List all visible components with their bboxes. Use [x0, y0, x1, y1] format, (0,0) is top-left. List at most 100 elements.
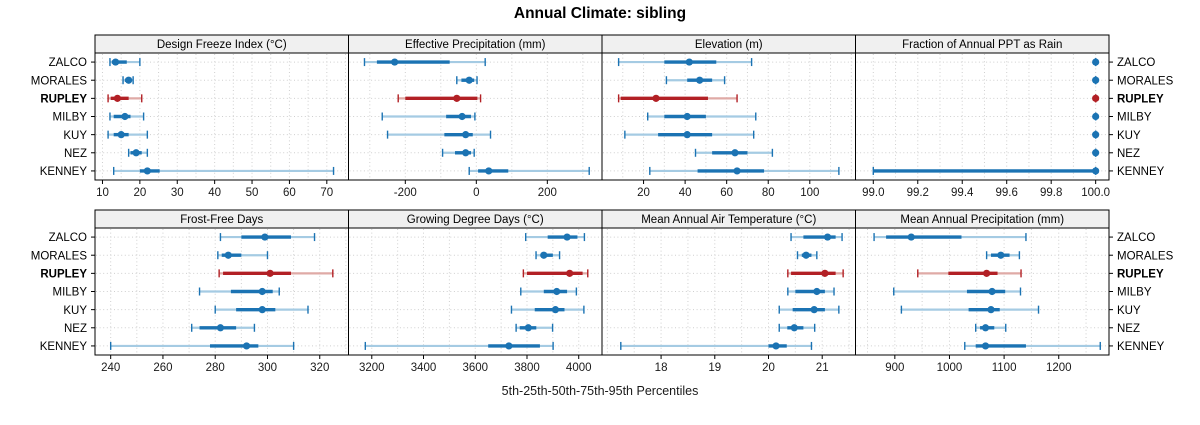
series-rupley — [218, 269, 334, 278]
median-dot — [1092, 112, 1100, 121]
median-dot — [733, 167, 741, 175]
x-tick-label: 99.0 — [862, 187, 884, 199]
chart-title: Annual Climate: sibling — [513, 5, 687, 22]
series-milby — [109, 112, 145, 121]
strip — [855, 34, 1110, 54]
x-tick-label: 0 — [473, 187, 479, 199]
series-nez — [190, 323, 256, 332]
series-kenney — [872, 166, 1100, 175]
median-dot — [563, 233, 571, 241]
median-dot — [551, 306, 560, 314]
x-tick-label: 20 — [133, 187, 146, 199]
station-label-right: ZALCO — [1117, 57, 1155, 69]
series-kuy — [778, 305, 840, 314]
x-tick-label: 320 — [310, 362, 329, 374]
series-milby — [381, 112, 476, 121]
series-kenney — [620, 341, 813, 350]
station-label-right: KENNEY — [1117, 166, 1165, 178]
median-dot — [132, 149, 140, 157]
median-dot — [810, 306, 818, 314]
panel-design-freeze-index-c: Design Freeze Index (°C) 10 20 30 40 50 60 70 — [91, 34, 349, 199]
median-dot — [485, 167, 493, 175]
median-dot — [1092, 94, 1100, 102]
median-dot — [117, 131, 125, 139]
panel-effective-precipitation-mm: Effective Precipitation (mm) -200 0 200 — [348, 34, 603, 199]
panel-fraction-of-annual-ppt-as-rain: Fraction of Annual PPT as Rain 99.0 99.2 99… — [855, 34, 1113, 199]
strip-label: Growing Degree Days (°C) — [407, 214, 544, 226]
x-tick-label: 1200 — [1046, 362, 1072, 374]
panel-elevation-m: Elevation (m) 20 40 60 80 100 — [601, 34, 856, 199]
x-tick-label: 20 — [637, 187, 650, 199]
median-dot — [823, 233, 832, 241]
x-tick-label: 40 — [679, 187, 692, 199]
median-dot — [391, 58, 399, 66]
median-dot — [540, 251, 548, 259]
median-dot — [553, 287, 561, 296]
series-milby — [1092, 112, 1100, 121]
median-dot — [566, 269, 574, 277]
station-label-right: ZALCO — [1117, 232, 1155, 244]
series-milby — [198, 287, 280, 296]
station-label-right: NEZ — [1117, 148, 1140, 160]
x-tick-label: 3600 — [462, 362, 488, 374]
median-dot — [988, 287, 996, 296]
station-label-left: ZALCO — [49, 57, 87, 69]
x-tick-label: 900 — [885, 362, 904, 374]
series-zalco — [873, 233, 1027, 242]
station-label-left: ZALCO — [49, 232, 87, 244]
station-label-right: NEZ — [1117, 323, 1140, 335]
x-tick-label: 70 — [320, 187, 333, 199]
x-tick-label: 60 — [720, 187, 733, 199]
x-tick-label: 30 — [171, 187, 184, 199]
series-morales — [1092, 76, 1100, 85]
series-nez — [694, 148, 774, 157]
series-rupley — [1092, 94, 1100, 103]
axis-caption: 5th-25th-50th-75th-95th Percentiles — [501, 384, 699, 398]
station-label-left: MILBY — [52, 287, 87, 299]
median-dot — [981, 324, 990, 332]
x-tick-label: 20 — [762, 362, 775, 374]
series-zalco — [109, 58, 141, 67]
strip-label: Design Freeze Index (°C) — [157, 39, 287, 51]
station-label-left: MORALES — [31, 75, 88, 87]
x-tick-label: 21 — [816, 362, 829, 374]
series-morales — [985, 251, 1021, 260]
station-label-right: KUY — [1117, 305, 1141, 317]
median-dot — [821, 269, 829, 277]
median-dot — [465, 76, 473, 84]
x-tick-label: 80 — [762, 187, 775, 199]
x-tick-label: 1000 — [937, 362, 963, 374]
series-kuy — [624, 130, 755, 139]
x-tick-label: 10 — [96, 187, 109, 199]
median-dot — [772, 342, 780, 350]
strip-label: Mean Annual Air Temperature (°C) — [641, 214, 816, 226]
strip-label: Frost-Free Days — [180, 214, 263, 226]
median-dot — [813, 287, 821, 296]
x-tick-label: 99.4 — [951, 187, 974, 199]
series-zalco — [617, 58, 753, 67]
median-dot — [981, 342, 990, 350]
median-dot — [121, 112, 129, 121]
series-rupley — [397, 94, 482, 103]
x-tick-label: 99.6 — [996, 187, 1018, 199]
station-label-left: KUY — [63, 130, 87, 142]
series-kuy — [107, 130, 149, 139]
series-kenney — [964, 341, 1101, 350]
x-tick-label: 4000 — [566, 362, 592, 374]
median-dot — [685, 58, 693, 66]
station-label-left: MORALES — [31, 250, 88, 262]
median-dot — [524, 324, 532, 332]
series-milby — [520, 287, 578, 296]
series-morales — [796, 251, 818, 260]
series-rupley — [522, 269, 589, 278]
panel-background — [855, 53, 1109, 180]
median-dot — [453, 94, 461, 102]
series-kuy — [214, 305, 309, 314]
median-dot — [266, 269, 274, 277]
median-dot — [683, 112, 691, 121]
strip-label: Fraction of Annual PPT as Rain — [902, 39, 1062, 51]
median-dot — [125, 76, 133, 84]
series-kenney — [364, 341, 554, 350]
median-dot — [790, 324, 798, 332]
x-tick-label: 19 — [708, 362, 721, 374]
